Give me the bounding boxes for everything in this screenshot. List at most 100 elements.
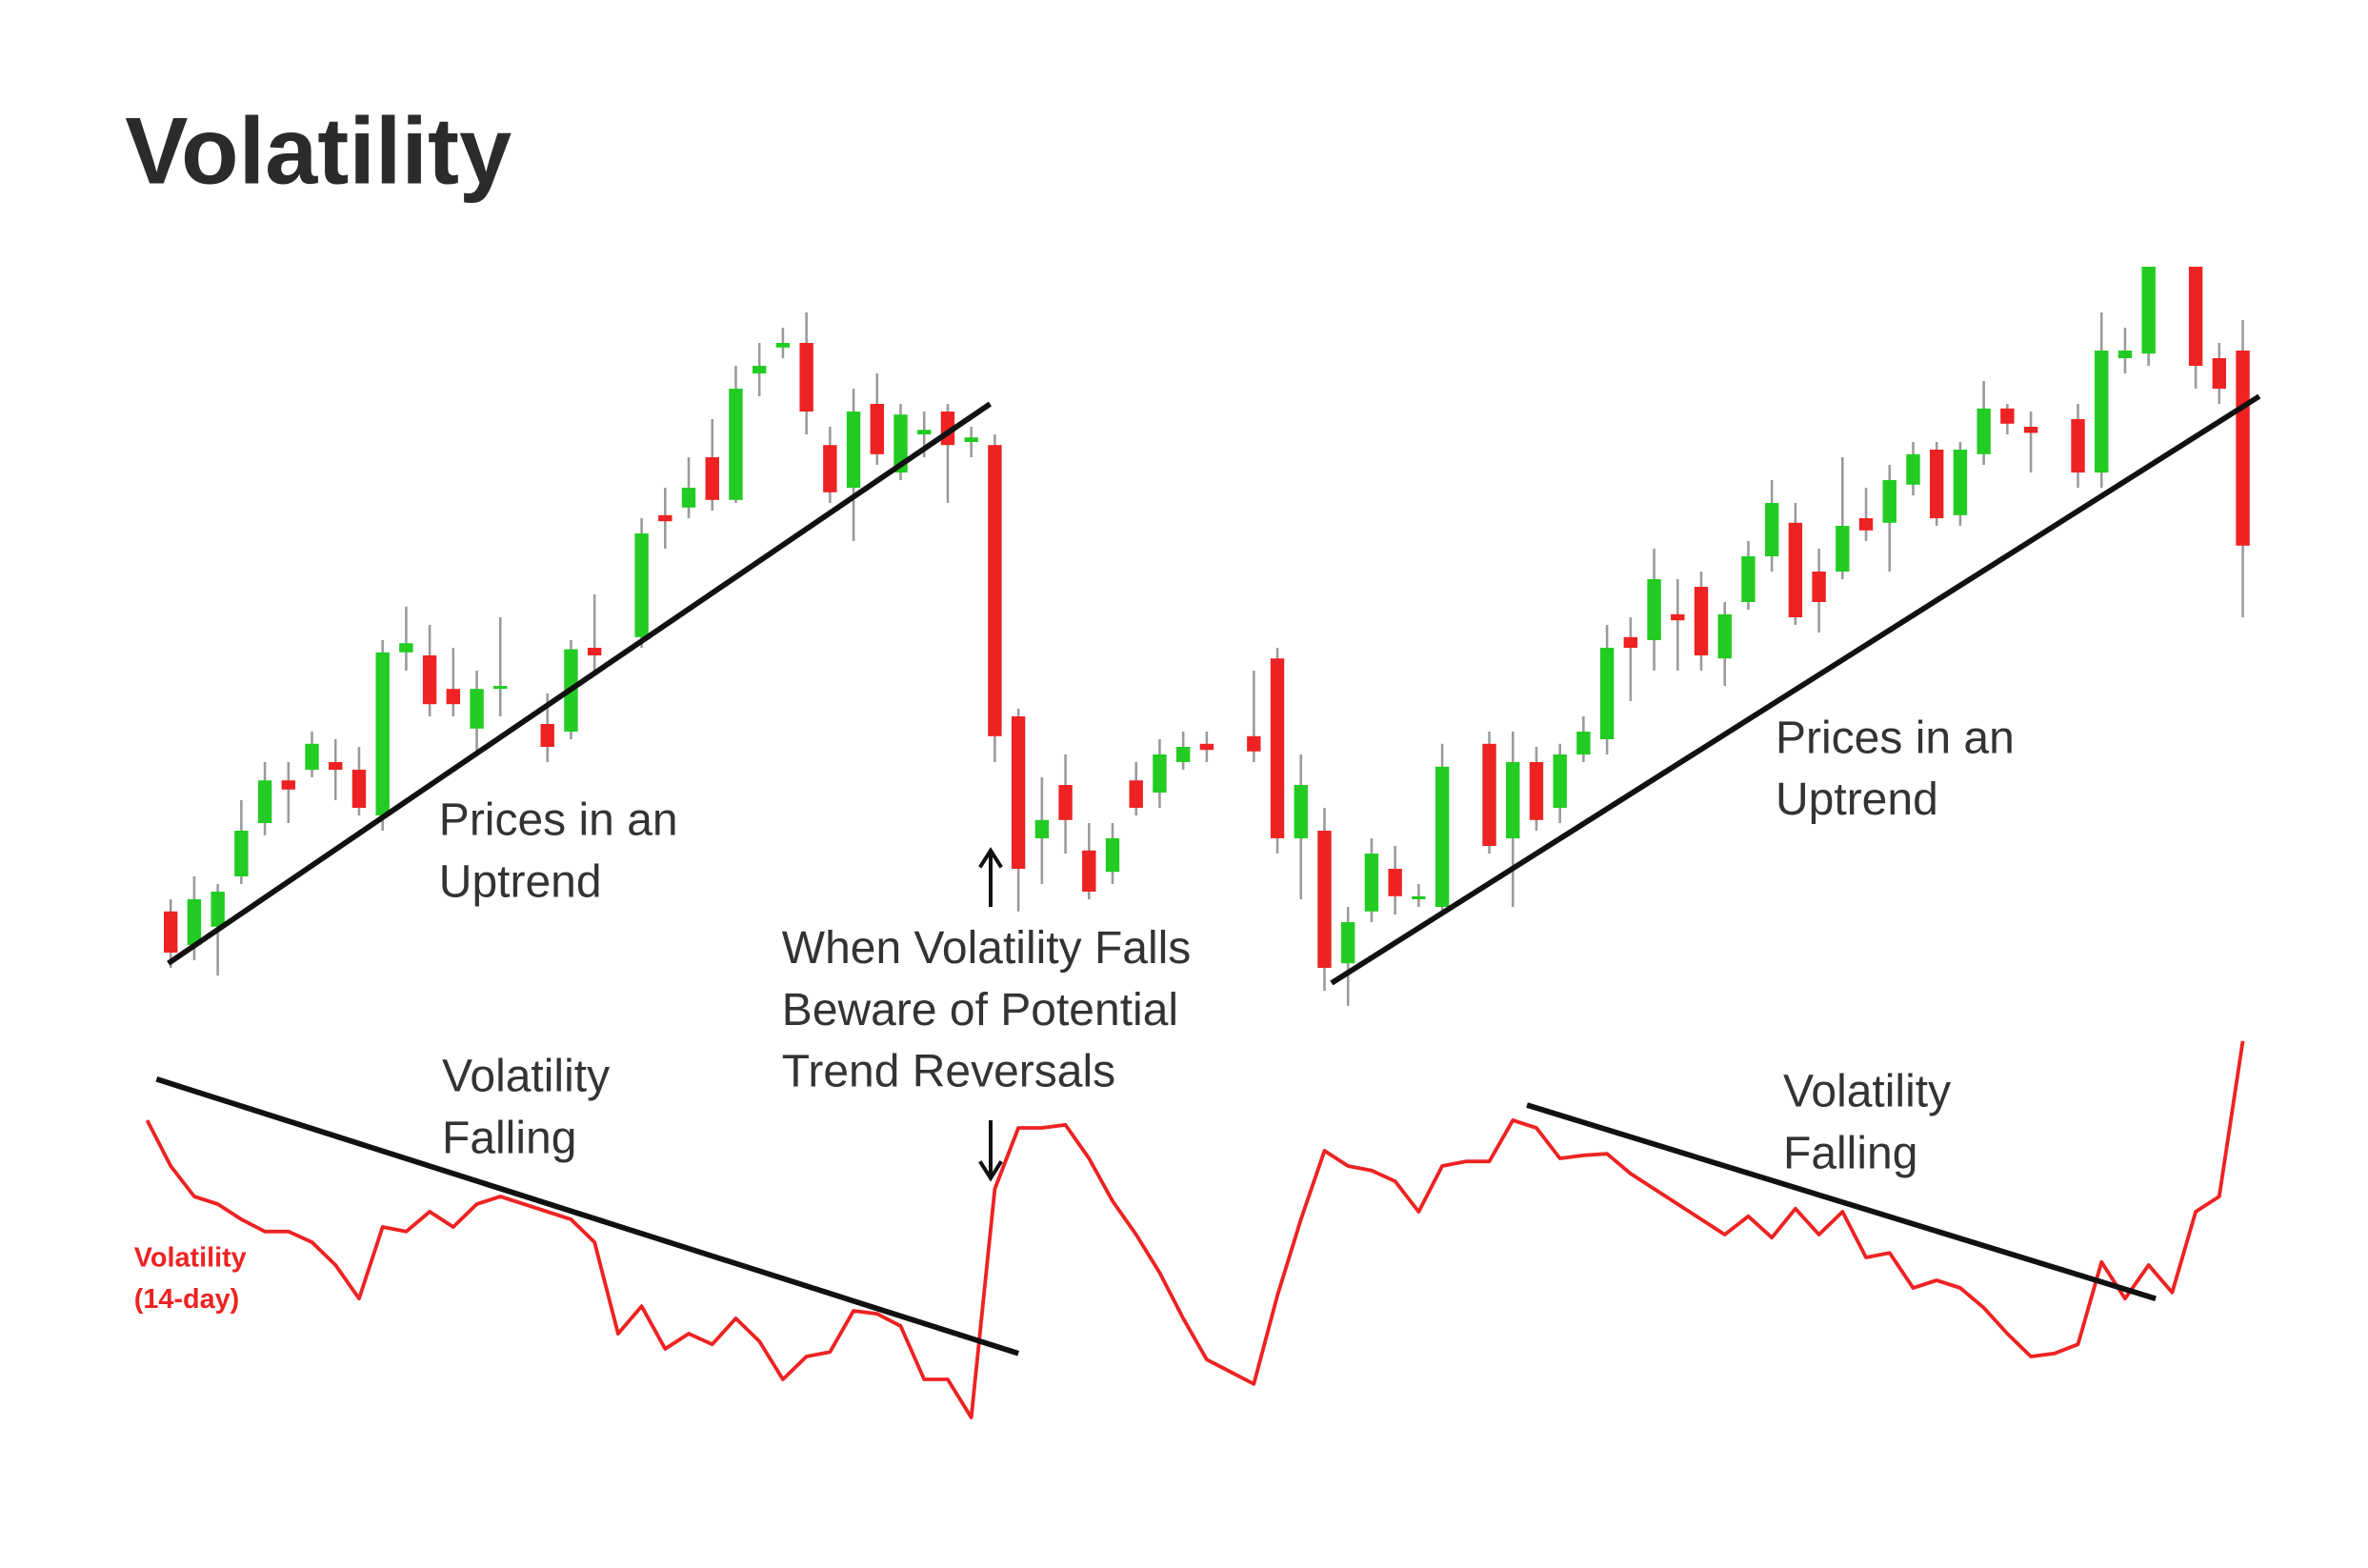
candle-body xyxy=(2000,408,2015,424)
candle-body xyxy=(234,831,249,876)
candle-body xyxy=(1364,854,1379,912)
candle-body xyxy=(1977,408,1991,454)
annotation: Volatility xyxy=(1783,1066,1951,1116)
candle-body xyxy=(729,389,743,500)
candle-body xyxy=(1694,587,1709,655)
candle-body xyxy=(1906,453,1920,485)
trendline xyxy=(167,401,993,966)
candle-body xyxy=(329,762,343,770)
candle-body xyxy=(1741,556,1756,602)
series-label-box: Volatility (14-day) xyxy=(133,1242,247,1315)
annotation: Uptrend xyxy=(439,856,602,907)
candle-body xyxy=(399,643,413,653)
candle-body xyxy=(1034,819,1050,838)
candle-body xyxy=(753,366,767,373)
candle-body xyxy=(1082,850,1096,892)
candle-body xyxy=(540,724,554,747)
arrow-head xyxy=(978,1160,1003,1182)
candle-body xyxy=(422,655,437,705)
candle-body xyxy=(705,457,719,500)
annotation: Trend Reversals xyxy=(782,1047,1115,1097)
annotation: Falling xyxy=(1783,1128,1917,1178)
candle-body xyxy=(1812,572,1826,602)
candle-body xyxy=(211,892,225,927)
candle-body xyxy=(446,689,461,705)
candle-body xyxy=(1930,450,1944,518)
chart-title: Volatility xyxy=(125,99,512,205)
candle-body xyxy=(988,445,1002,736)
candle-body xyxy=(1247,735,1261,752)
candle-body xyxy=(351,770,367,808)
annotation: Uptrend xyxy=(1776,774,1938,825)
candle-body xyxy=(164,911,178,953)
candle-body xyxy=(281,780,295,790)
candle-body xyxy=(1294,785,1308,838)
arrow-head xyxy=(978,847,1003,869)
candle-body xyxy=(2117,351,2133,358)
annotation: Prices in an xyxy=(439,795,678,846)
candle-body xyxy=(1858,518,1874,531)
candle-body xyxy=(587,648,602,655)
trendline xyxy=(1526,1102,2157,1301)
candle-body xyxy=(187,899,202,945)
candle-body xyxy=(964,437,978,442)
candle-body xyxy=(1599,648,1615,739)
arrows xyxy=(978,847,1003,1182)
candle-body xyxy=(799,343,813,412)
candle-body xyxy=(375,652,390,815)
candle-body xyxy=(2095,351,2109,472)
candle-body xyxy=(470,689,484,729)
candle-body xyxy=(1153,754,1167,793)
candle-body xyxy=(775,343,791,348)
candle-body xyxy=(305,743,319,770)
candle-body xyxy=(1647,579,1661,640)
candle-body xyxy=(2071,419,2085,472)
candle-body xyxy=(1836,526,1850,572)
candle-body xyxy=(1882,480,1896,523)
candle-body xyxy=(2236,351,2250,546)
annotation: When Volatility Falls xyxy=(782,923,1192,974)
candle-body xyxy=(1129,780,1143,808)
candle-body xyxy=(1671,613,1685,621)
candle-body xyxy=(1788,522,1803,617)
candle-body xyxy=(1175,747,1191,762)
series-label: Volatility (14-day) xyxy=(133,1242,247,1315)
candle-body xyxy=(257,780,272,823)
trendline xyxy=(155,1076,1019,1357)
candle-body xyxy=(1341,922,1355,964)
candle-body xyxy=(1482,743,1496,846)
candle-body xyxy=(1199,743,1214,751)
candle-body xyxy=(917,430,932,434)
candle-body xyxy=(2141,267,2156,354)
annotation: Volatility xyxy=(442,1051,610,1101)
candle-body xyxy=(1953,450,1968,515)
candle-body xyxy=(1105,838,1120,873)
candle-body xyxy=(658,514,672,522)
candle-body xyxy=(846,412,861,488)
candle-body xyxy=(1623,636,1638,648)
candle-body xyxy=(2188,267,2203,366)
candle-body xyxy=(1270,658,1285,838)
candle-body xyxy=(870,404,884,454)
candle-body xyxy=(823,445,837,493)
candle-body xyxy=(1529,762,1544,820)
trendline xyxy=(1330,393,2261,986)
candle-body xyxy=(1553,754,1567,808)
candle-body xyxy=(681,488,696,508)
annotation: Prices in an xyxy=(1776,713,2015,763)
candle-body xyxy=(893,414,908,472)
candle-body xyxy=(1412,895,1426,899)
candle-body xyxy=(1764,503,1779,556)
volatility-line xyxy=(145,1040,2245,1419)
candle-body xyxy=(1388,869,1402,896)
candle-body xyxy=(1435,766,1450,907)
candle-body xyxy=(1058,785,1073,820)
annotation: Beware of Potential xyxy=(782,985,1178,1035)
candle-body xyxy=(2212,358,2227,389)
candle-body xyxy=(493,686,508,690)
candle-body xyxy=(2023,427,2038,433)
candle-body xyxy=(1717,613,1732,659)
candle-body xyxy=(1317,831,1332,968)
